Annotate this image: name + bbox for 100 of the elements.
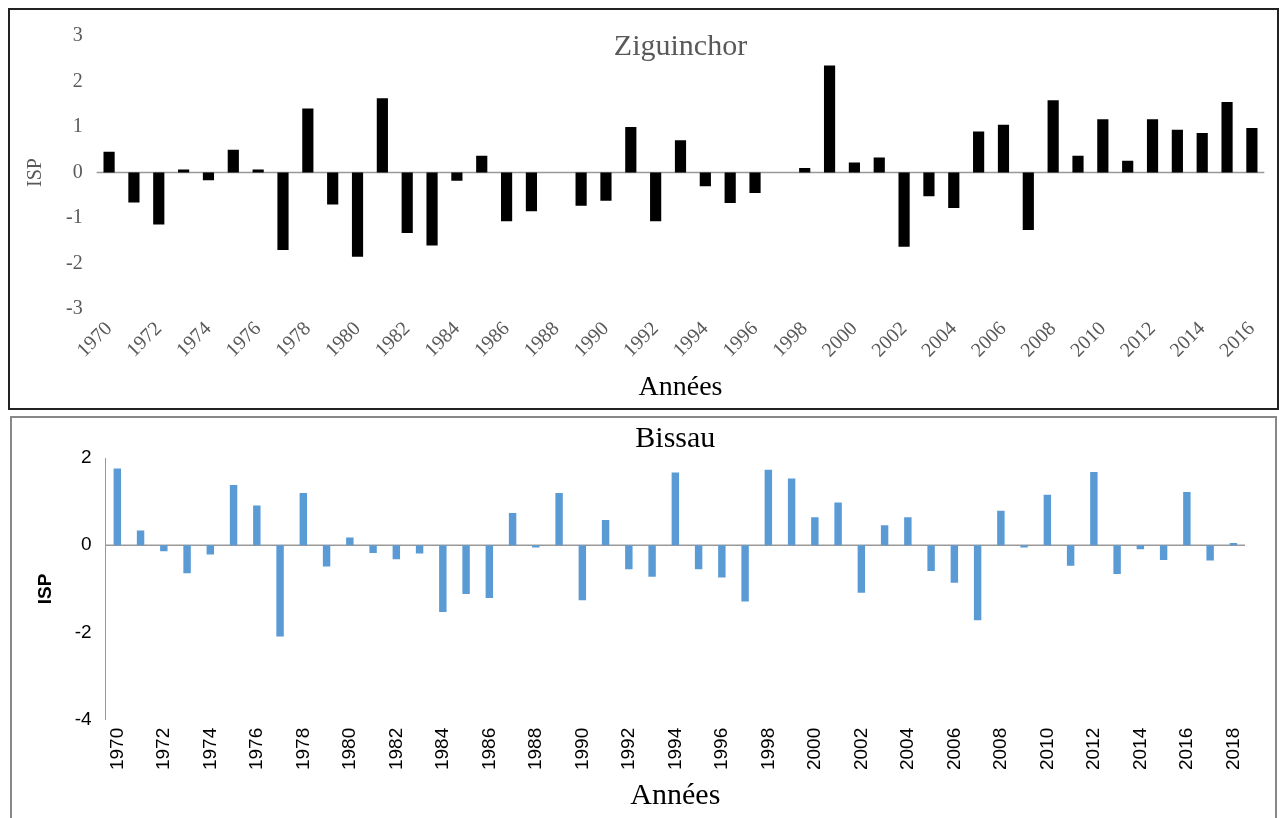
bar (369, 545, 377, 554)
x-tick-label: 1976 (245, 727, 267, 771)
bar (948, 172, 960, 209)
bar (206, 545, 215, 555)
bar (973, 131, 985, 173)
bar (1020, 545, 1028, 548)
bar (880, 525, 889, 546)
y-tick-label: 3 (72, 23, 83, 46)
x-tick-label: 1980 (338, 727, 360, 771)
bar (1146, 119, 1159, 173)
bar (1246, 127, 1258, 173)
bar (1122, 160, 1134, 173)
bar (904, 517, 912, 546)
bar (724, 172, 736, 204)
bar (823, 65, 836, 173)
bar (183, 545, 191, 574)
bar (857, 545, 866, 593)
x-tick-label: 1986 (477, 727, 499, 771)
x-tick-label: 1982 (384, 727, 406, 771)
y-tick-label: -2 (74, 620, 92, 642)
bar (950, 545, 959, 583)
x-tick-label: 1984 (431, 727, 453, 771)
y-tick-label: -1 (65, 205, 83, 228)
bar (600, 172, 612, 201)
bar (811, 517, 819, 546)
bar (625, 545, 633, 570)
x-tick-label: 2002 (849, 727, 871, 771)
x-tick-label: 1998 (756, 727, 778, 771)
bar (253, 505, 261, 546)
x-tick-label: 2006 (942, 727, 964, 771)
bar (113, 468, 122, 546)
bar (1113, 545, 1121, 575)
bar (718, 545, 726, 578)
x-tick-label: 1982 (369, 316, 414, 361)
bar (555, 492, 563, 546)
y-tick-label: -2 (65, 250, 83, 273)
bar (749, 172, 761, 194)
x-tick-label: 1974 (198, 727, 220, 771)
bar (451, 172, 463, 181)
bar (302, 108, 314, 173)
bar (764, 469, 773, 546)
bar (485, 545, 494, 599)
bar (401, 172, 413, 234)
x-tick-label: 2012 (1082, 727, 1104, 771)
x-tick-label: 2010 (1035, 727, 1057, 771)
y-axis-title: ISP (33, 573, 55, 605)
bar (525, 172, 538, 212)
y-tick-label: 1 (72, 114, 83, 137)
bar (873, 157, 885, 173)
bar (103, 151, 115, 173)
bar (415, 545, 424, 554)
bar (1090, 471, 1098, 546)
bar (694, 545, 703, 570)
bar (392, 545, 401, 560)
bar (227, 149, 239, 173)
bar (834, 502, 842, 546)
bar (136, 530, 145, 546)
bar (1183, 492, 1191, 546)
chart-title: Ziguinchor (613, 27, 748, 61)
x-tick-label: 2018 (1221, 727, 1243, 771)
bar (532, 545, 540, 548)
y-tick-label: 0 (81, 533, 92, 555)
x-tick-label: 1994 (663, 727, 685, 771)
bar (229, 485, 238, 546)
bar (128, 172, 140, 203)
x-tick-label: 1972 (152, 727, 174, 771)
bar (741, 545, 749, 602)
x-axis-title: Années (638, 369, 723, 401)
bar (997, 510, 1005, 546)
y-tick-label: 2 (72, 68, 83, 91)
y-tick-label: 2 (81, 446, 92, 468)
y-tick-label: -4 (74, 707, 93, 729)
y-axis-title: ISP (23, 158, 46, 188)
bar (178, 169, 190, 173)
bar (898, 172, 910, 247)
bar (648, 545, 656, 577)
x-tick-label: 1988 (518, 316, 563, 361)
bar (508, 512, 517, 546)
bar (1206, 545, 1214, 561)
bar (1097, 119, 1109, 173)
bar (787, 478, 796, 546)
bar (1072, 155, 1084, 173)
bar (848, 162, 860, 173)
x-tick-label: 1988 (524, 727, 546, 771)
bar (1066, 545, 1075, 566)
bar (476, 155, 488, 173)
bar (671, 472, 680, 546)
bar (601, 519, 610, 546)
chart-title: Bissau (635, 419, 716, 453)
bar (973, 545, 982, 621)
bar (299, 492, 308, 546)
bar (625, 127, 637, 173)
bar (1171, 129, 1183, 173)
x-tick-label: 2008 (989, 727, 1011, 771)
x-tick-label: 2004 (896, 727, 918, 771)
bar (799, 168, 811, 173)
x-tick-label: 2000 (803, 727, 825, 771)
bar (376, 98, 388, 173)
bar (351, 172, 364, 257)
bar (997, 124, 1010, 173)
